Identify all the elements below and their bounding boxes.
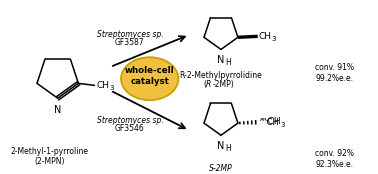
Text: -2MP): -2MP) — [213, 80, 235, 89]
Text: R: R — [206, 80, 211, 89]
Text: Streptomyces sp.: Streptomyces sp. — [96, 30, 163, 39]
Text: ···CH: ···CH — [259, 117, 280, 126]
Text: N: N — [217, 141, 225, 151]
Text: CH: CH — [96, 81, 109, 90]
Text: S-2MP: S-2MP — [209, 164, 233, 173]
Text: H: H — [225, 144, 231, 153]
Text: N: N — [217, 55, 225, 65]
Text: ""CH: ""CH — [260, 118, 279, 127]
Ellipse shape — [121, 57, 178, 100]
Text: CH: CH — [259, 32, 272, 41]
Text: H: H — [225, 58, 231, 67]
Text: (: ( — [203, 80, 206, 89]
Text: (2-MPN): (2-MPN) — [34, 157, 65, 166]
Text: GF3546: GF3546 — [115, 124, 145, 133]
Text: N: N — [54, 105, 61, 115]
Text: R-2-Methylpyrrolidine: R-2-Methylpyrrolidine — [180, 71, 262, 80]
Text: whole-cell
catalyst: whole-cell catalyst — [125, 66, 175, 86]
Text: conv. 92%
92.3%e.e.: conv. 92% 92.3%e.e. — [315, 149, 354, 169]
Text: 2-Methyl-1-pyrroline: 2-Methyl-1-pyrroline — [11, 147, 89, 156]
Text: 3: 3 — [280, 122, 285, 128]
Text: GF3587: GF3587 — [115, 38, 145, 47]
Text: 3: 3 — [109, 85, 113, 91]
Text: 3: 3 — [271, 36, 276, 42]
Text: conv. 91%
99.2%e.e.: conv. 91% 99.2%e.e. — [315, 63, 354, 83]
Text: Streptomyces sp.: Streptomyces sp. — [96, 116, 163, 125]
